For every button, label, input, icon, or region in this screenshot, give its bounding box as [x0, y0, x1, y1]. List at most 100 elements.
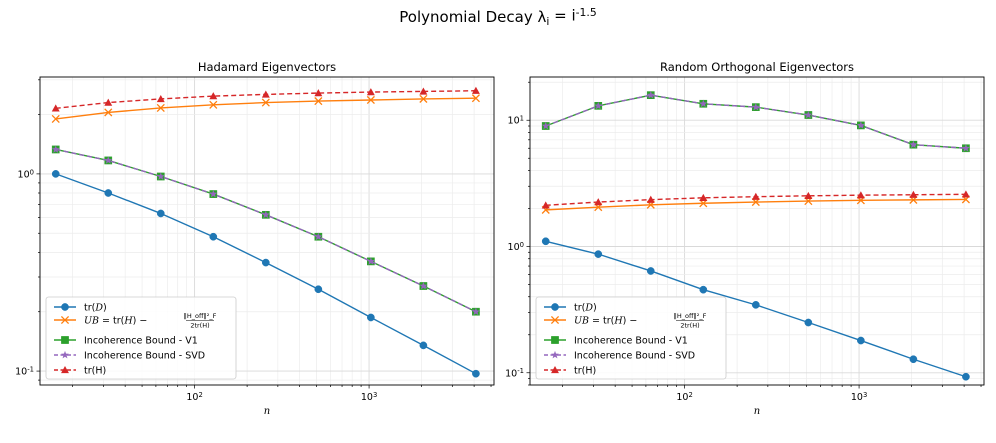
legend-marker	[61, 350, 69, 359]
data-point	[594, 250, 603, 258]
legend-label: Incoherence Bound - V1	[84, 336, 198, 347]
data-point	[209, 92, 218, 100]
x-axis-label: n	[264, 406, 270, 417]
panel-title: Hadamard Eigenvectors	[198, 60, 336, 74]
axes-frame	[529, 76, 985, 386]
legend-entry: tr(D)	[54, 303, 107, 314]
data-point	[209, 232, 218, 241]
series-tr-d	[541, 237, 970, 381]
data-point	[366, 88, 375, 96]
data-point	[699, 99, 708, 108]
data-point	[104, 108, 113, 117]
series-group	[541, 91, 970, 381]
y-tick-label: 101	[508, 115, 524, 127]
data-point	[961, 190, 970, 198]
data-point	[156, 94, 165, 103]
data-point	[51, 114, 60, 123]
data-point	[909, 355, 918, 364]
grid	[40, 77, 494, 385]
x-axis-label: n	[754, 406, 760, 417]
series-tr-h	[51, 86, 480, 112]
data-point	[104, 189, 113, 197]
data-point	[909, 140, 918, 149]
data-point	[804, 191, 813, 199]
x-tick-label: 102	[186, 391, 202, 403]
data-point	[699, 193, 708, 201]
data-point	[594, 198, 603, 206]
data-point	[646, 267, 655, 275]
legend-entry: Incoherence Bound - V1	[54, 336, 198, 347]
data-point	[209, 100, 218, 109]
data-point	[471, 86, 480, 94]
data-point	[541, 237, 550, 246]
data-point	[646, 195, 655, 203]
legend-entry: UB = tr(H) − ‖H_off‖²_F 2tr(H)	[544, 312, 707, 330]
data-point	[156, 103, 165, 113]
data-point	[419, 281, 428, 290]
panel-title: Random Orthogonal Eigenvectors	[660, 60, 854, 74]
axes-frame	[39, 76, 495, 386]
data-point	[541, 201, 550, 209]
legend-fraction-numerator: ‖H_off‖²_F	[674, 312, 707, 320]
data-point	[471, 94, 480, 103]
data-point	[419, 341, 428, 350]
data-point	[156, 209, 165, 218]
data-point	[751, 102, 760, 111]
data-point	[857, 336, 865, 345]
data-point	[909, 190, 918, 198]
data-point	[314, 97, 323, 106]
data-point	[104, 156, 113, 164]
series-group	[51, 86, 480, 378]
data-point	[751, 301, 760, 309]
data-point	[856, 191, 865, 199]
legend-fraction-denominator: 2tr(H)	[190, 322, 209, 330]
x-tick-label: 102	[676, 391, 692, 403]
data-point	[699, 285, 708, 294]
legend-label: Incoherence Bound - SVD	[84, 351, 205, 362]
figure-suptitle: Polynomial Decay λi = i-1.5	[399, 6, 596, 28]
legend-marker	[551, 350, 559, 359]
data-point	[961, 144, 970, 152]
x-tick-label: 103	[361, 391, 377, 403]
data-point	[367, 313, 375, 322]
legend-marker	[60, 315, 70, 325]
series-incoherence-bound-svd	[541, 91, 970, 152]
series-incoherence-bound-v1	[541, 91, 970, 153]
data-point	[104, 98, 113, 106]
data-point	[366, 95, 375, 105]
data-point	[261, 90, 270, 98]
plot-random-orthogonal: 102 103 10-1 100 101 Random Orthogonal Eigenv…	[505, 60, 985, 417]
data-point	[594, 101, 603, 110]
legend-entry: tr(H)	[544, 366, 596, 377]
data-point	[419, 87, 428, 95]
data-point	[209, 189, 218, 198]
data-point	[261, 98, 270, 107]
legend-label: UB = tr(H) −	[84, 316, 147, 327]
legend-label: Incoherence Bound - SVD	[574, 351, 695, 362]
data-point	[962, 372, 970, 381]
data-point	[419, 94, 428, 103]
legend-label: UB = tr(H) −	[574, 316, 637, 327]
data-point	[646, 91, 655, 99]
legend-label: tr(D)	[574, 303, 597, 314]
series-incoherence-bound-svd	[51, 145, 480, 316]
y-tick-label: 10-1	[15, 366, 34, 378]
plot-hadamard: 102 103 10-1 100 Hadamard Eigenvectors n tr(D)…	[15, 60, 495, 417]
legend: tr(D) UB = tr(H) − ‖H_off‖²_F 2tr(H) Incohe…	[535, 296, 727, 380]
legend-entry: UB = tr(H) − ‖H_off‖²_F 2tr(H)	[54, 312, 217, 330]
legend-marker	[551, 336, 559, 344]
data-point	[314, 89, 323, 97]
legend-entry: tr(H)	[54, 366, 106, 377]
data-point	[804, 110, 813, 119]
legend-label: tr(D)	[84, 303, 107, 314]
data-point	[314, 232, 323, 241]
data-point	[472, 369, 480, 378]
y-tick-label: 100	[508, 241, 524, 253]
series-tr-d	[51, 170, 480, 378]
data-point	[261, 258, 270, 267]
legend-marker	[551, 303, 559, 311]
series-tr-h	[541, 190, 970, 209]
data-point	[804, 318, 813, 327]
legend-box	[535, 296, 727, 380]
